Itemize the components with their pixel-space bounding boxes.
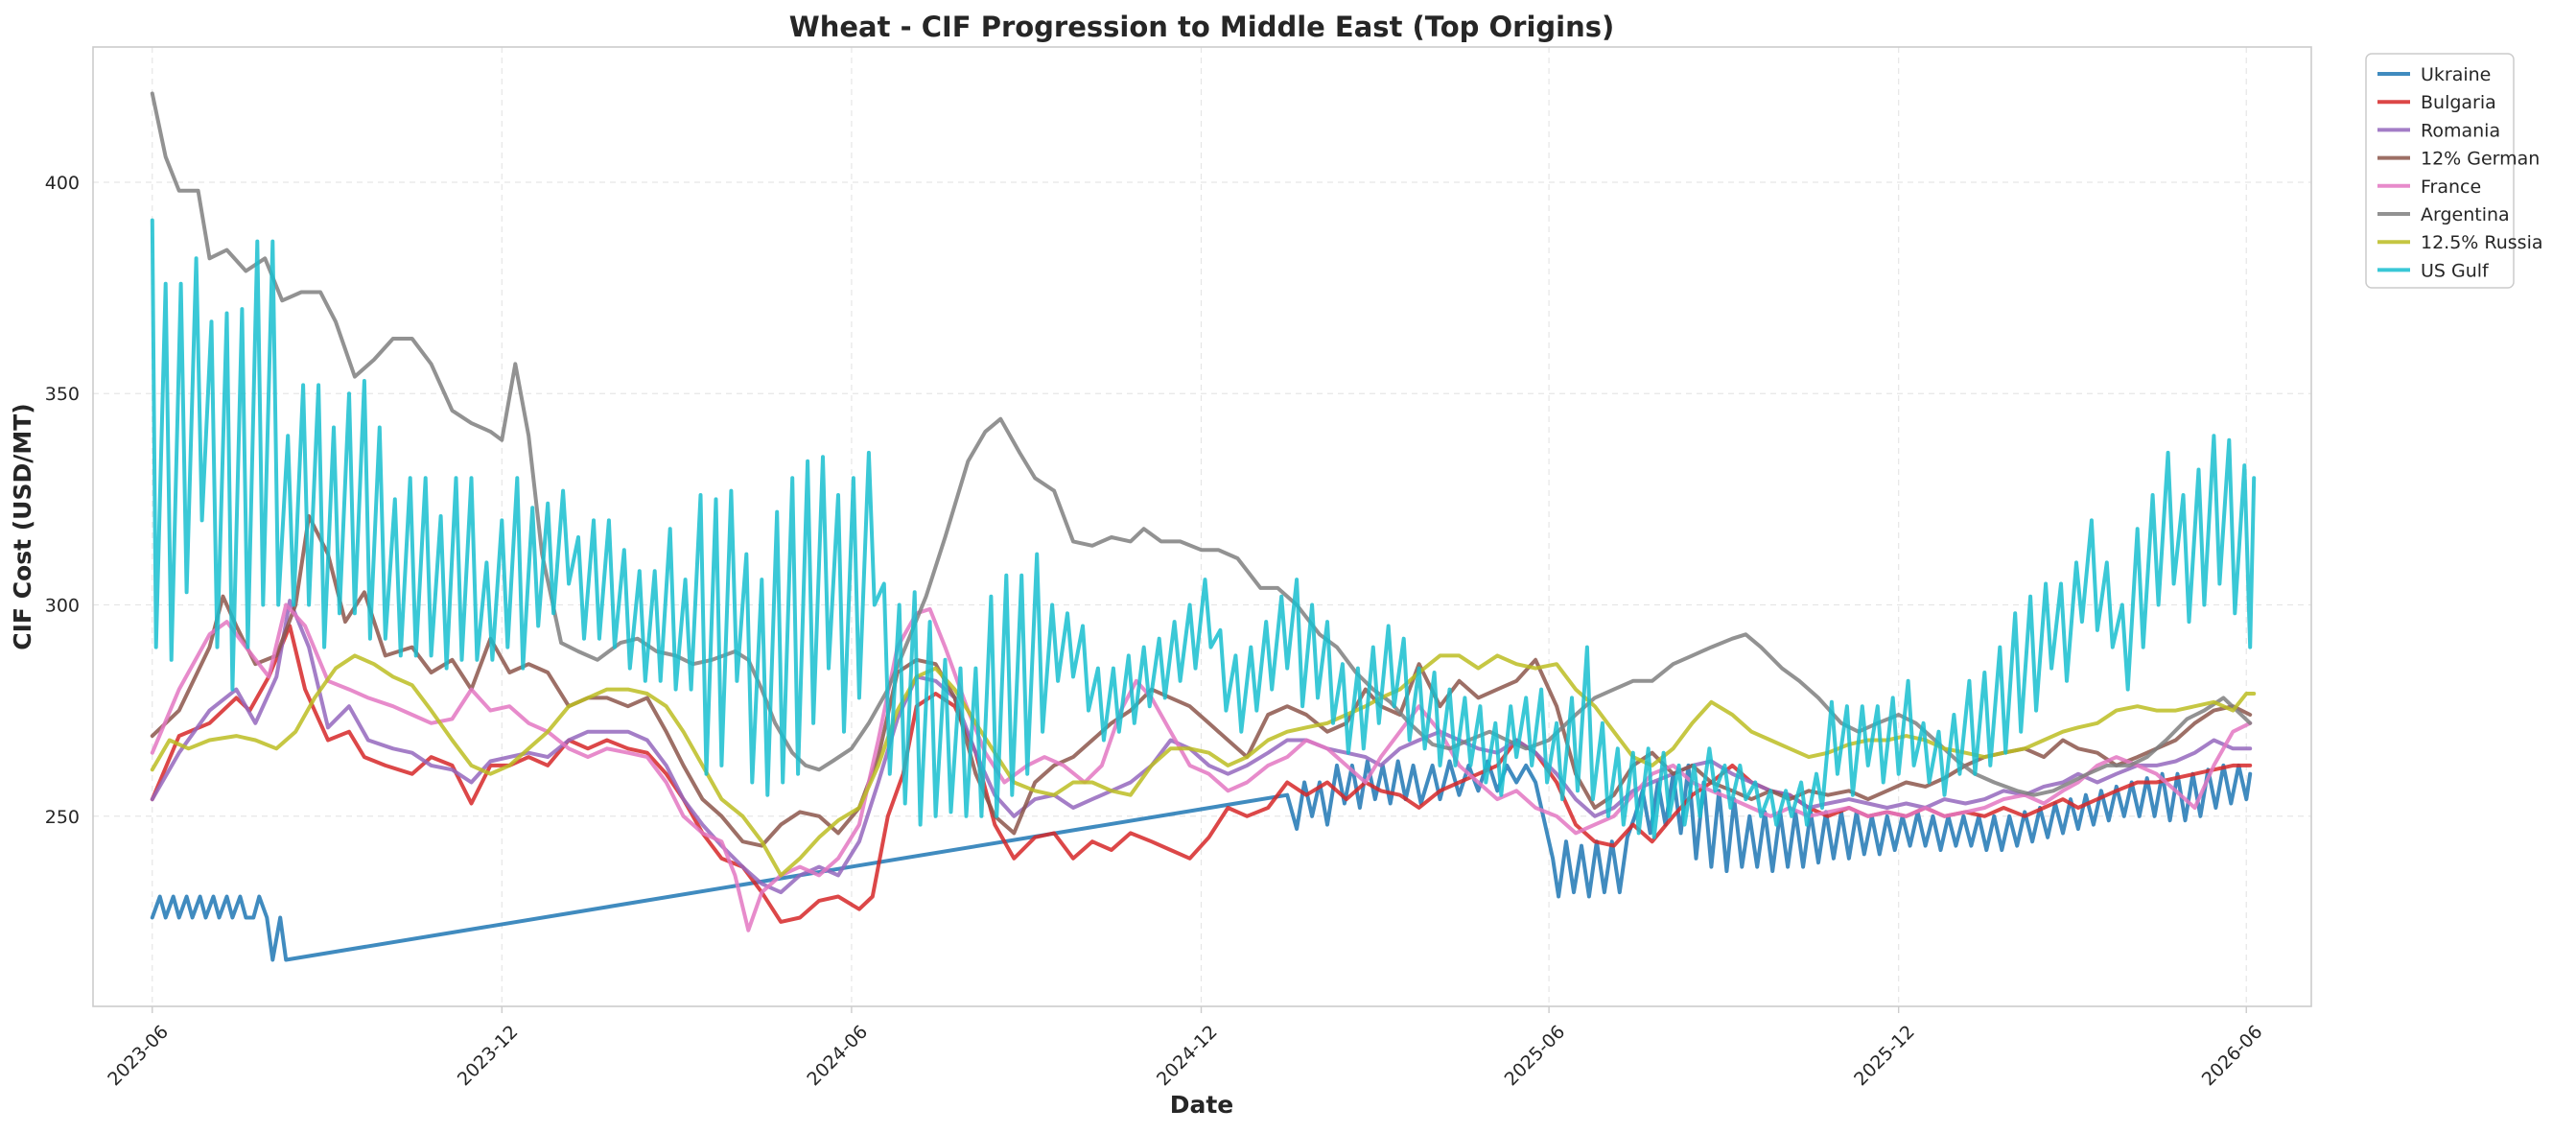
series-line-us-gulf [150,218,2257,839]
series-line-12-5-russia [150,653,2257,878]
y-tick-label: 250 [45,807,80,828]
legend-label-romania: Romania [2421,120,2500,141]
plot-area-frame [92,46,2312,1007]
x-tick-label: 2023-12 [454,1022,523,1091]
series-layer [150,91,2257,962]
legend-frame [2365,53,2515,289]
legend-label-ukraine: Ukraine [2421,64,2491,85]
x-tick-label: 2023-06 [104,1022,173,1091]
y-tick-label: 300 [45,595,80,616]
y-tick-label: 350 [45,384,80,405]
x-tick-label: 2024-12 [1153,1022,1222,1091]
x-axis-label: Date [1170,1091,1234,1119]
y-tick-label: 400 [45,173,80,194]
x-tick-label: 2025-06 [1501,1022,1570,1091]
legend-label-argentina: Argentina [2421,204,2510,225]
legend-label-france: France [2421,177,2481,198]
series-line-12-german [150,514,2253,848]
legend-label-12-5-russia: 12.5% Russia [2421,232,2543,253]
x-tick-label: 2024-06 [803,1022,872,1091]
legend-label-us-gulf: US Gulf [2421,260,2490,281]
chart-title: Wheat - CIF Progression to Middle East (… [789,11,1615,43]
legend-label-12-german: 12% German [2421,149,2540,170]
x-tick-label: 2026-06 [2198,1022,2267,1091]
series-line-france [150,602,2253,932]
y-axis-label: CIF Cost (USD/MT) [9,403,36,649]
legend-label-bulgaria: Bulgaria [2421,92,2496,113]
x-tick-label: 2025-12 [1850,1022,1919,1091]
legend: Ukraine Bulgaria Romania 12% German France Ar… [2365,53,2543,289]
